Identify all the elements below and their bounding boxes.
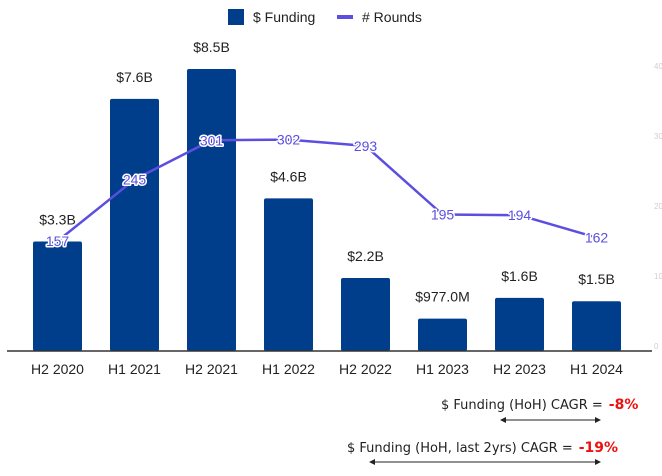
bar-value-label: $4.6B: [270, 168, 307, 184]
legend-label-rounds: # Rounds: [362, 9, 422, 25]
bar-h1-2021: [110, 98, 159, 351]
bar-h1-2024: [572, 301, 621, 351]
cagr-annotation-hoh-value: -8%: [608, 397, 639, 413]
bar-value-label: $1.6B: [501, 268, 538, 284]
right-axis: 400 300 200 100 0: [654, 62, 662, 351]
bar-value-label: $1.5B: [578, 271, 615, 287]
bar-h1-2022: [264, 198, 313, 351]
rounds-line: [56, 138, 597, 243]
annotation-arrows: [369, 417, 601, 465]
rounds-point-label: 293: [354, 138, 378, 154]
bar-h2-2021: [187, 69, 236, 351]
right-axis-tick-label: 300: [654, 132, 662, 141]
cagr-annotation-2yrs-text: $ Funding (HoH, last 2yrs) CAGR =: [347, 441, 573, 456]
bar-h2-2022: [341, 278, 390, 351]
right-axis-tick-label: 400: [654, 62, 662, 71]
bars-group: [33, 69, 621, 351]
cagr-annotation-2yrs: $ Funding (HoH, last 2yrs) CAGR = -19%: [347, 440, 618, 456]
bar-h1-2023: [418, 318, 467, 351]
bar-value-label: $2.2B: [347, 248, 384, 264]
rounds-line-group: 157 245 301 302 293 195 194 162: [44, 130, 610, 251]
category-label: H1 2024: [570, 361, 623, 377]
bar-value-label: $8.5B: [193, 39, 230, 55]
legend-swatch-rounds: [337, 15, 353, 19]
rounds-point-label: 194: [508, 207, 532, 223]
rounds-point-label: 162: [585, 230, 609, 246]
bar-value-labels: $3.3B $7.6B $8.5B $4.6B $2.2B $977.0M $1.6B $1.…: [39, 39, 615, 305]
bar-value-label: $3.3B: [39, 212, 76, 228]
category-label: H2 2021: [185, 361, 238, 377]
bar-h2-2023: [495, 297, 544, 351]
cagr-annotation-2yrs-value: -19%: [578, 440, 619, 456]
right-axis-tick-label: 100: [654, 272, 662, 281]
category-label: H2 2023: [493, 361, 546, 377]
category-label: H1 2022: [262, 361, 315, 377]
category-label: H1 2021: [108, 361, 161, 377]
category-label: H2 2020: [31, 361, 84, 377]
legend-label-funding: $ Funding: [253, 9, 315, 25]
cagr-annotation-hoh-text: $ Funding (HoH) CAGR =: [441, 398, 603, 413]
right-axis-tick-label: 0: [654, 342, 659, 351]
rounds-point-label: 157: [46, 233, 70, 249]
category-labels: H2 2020 H1 2021 H2 2021 H1 2022 H2 2022 H1 20…: [31, 361, 623, 377]
rounds-point-label: 301: [200, 132, 224, 148]
bar-value-label: $7.6B: [116, 69, 153, 85]
rounds-point-label: 302: [277, 132, 301, 148]
category-label: H1 2023: [416, 361, 469, 377]
bar-h2-2020: [33, 241, 82, 351]
cagr-annotation-hoh: $ Funding (HoH) CAGR = -8%: [441, 397, 638, 413]
rounds-point-label: 245: [123, 172, 147, 188]
rounds-point-label: 195: [431, 207, 455, 223]
legend: $ Funding # Rounds: [228, 9, 422, 25]
category-label: H2 2022: [339, 361, 392, 377]
bar-value-label: $977.0M: [415, 289, 469, 305]
legend-swatch-funding: [228, 9, 244, 25]
right-axis-tick-label: 200: [654, 202, 662, 211]
